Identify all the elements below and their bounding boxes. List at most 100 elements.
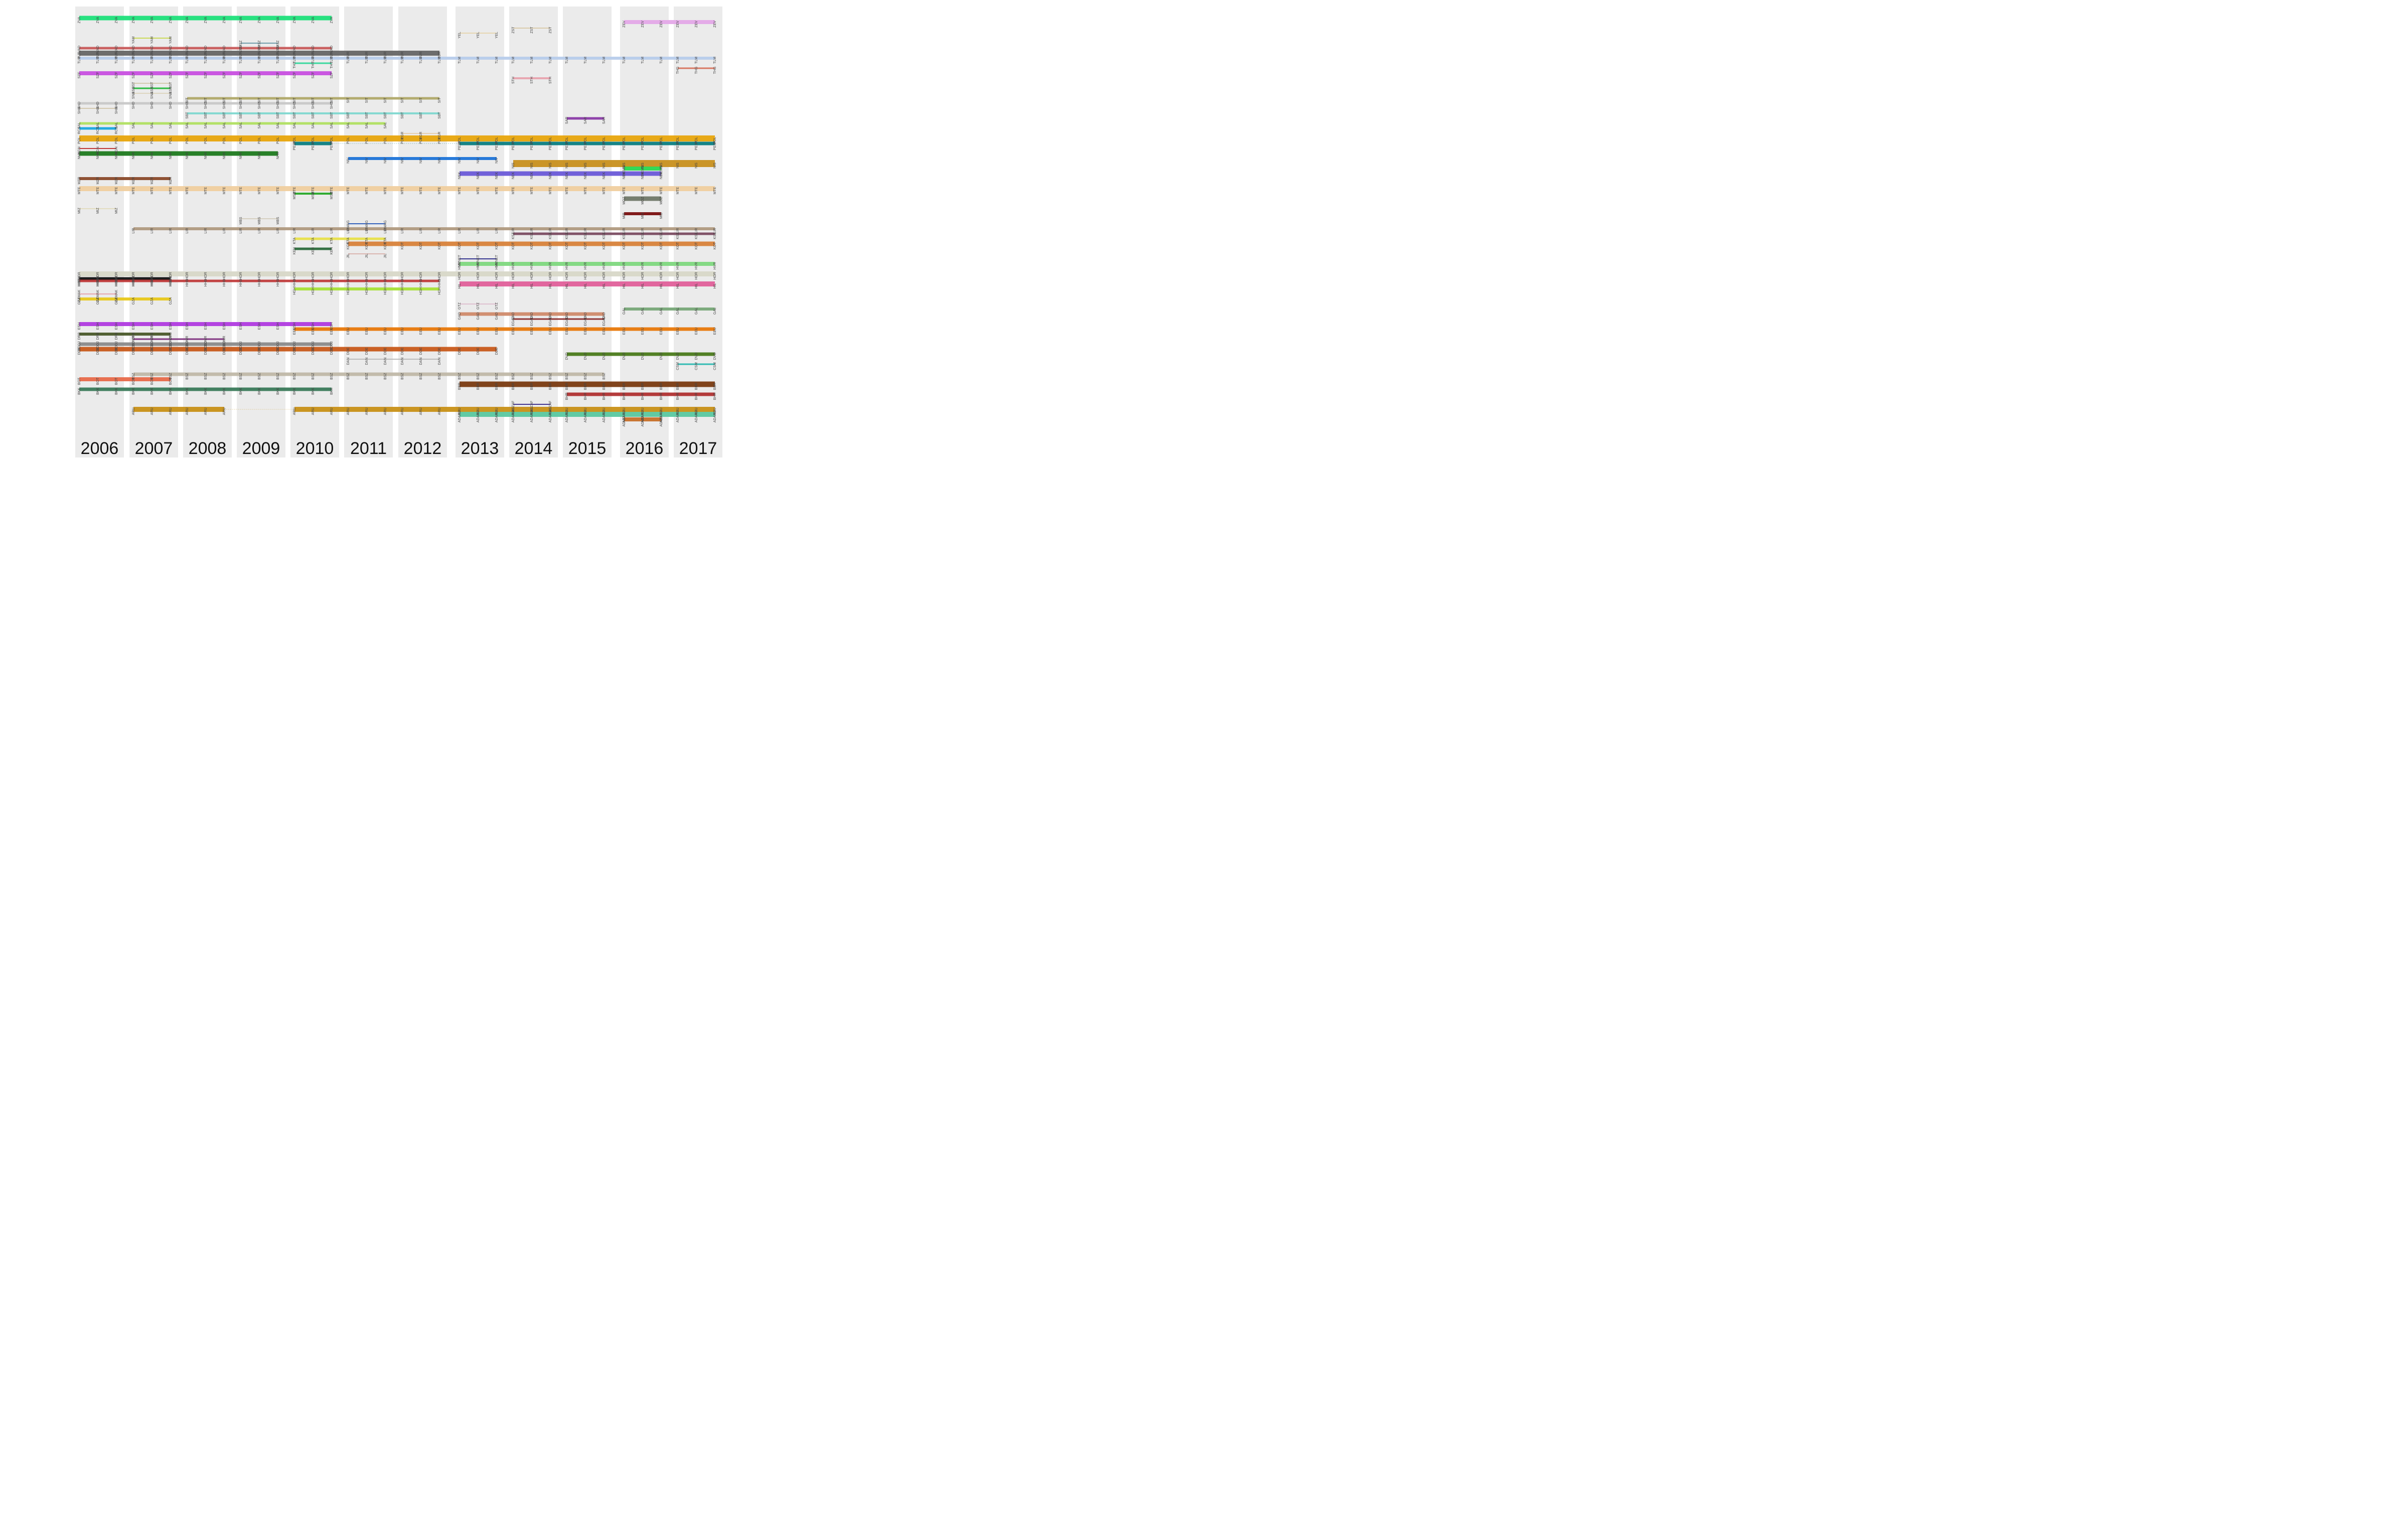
series-label-gal: GAL [713, 308, 717, 315]
series-label-aru: ARU [312, 408, 315, 415]
year-label-2012: 2012 [404, 439, 442, 458]
series-label-pesp: PESP [641, 140, 645, 150]
series-label-kta: KTA [384, 237, 387, 244]
series-label-sbt: SBT [419, 111, 423, 118]
series-label-sit: SIT [347, 97, 350, 103]
series-label-bsz: BSZ [239, 372, 243, 379]
series-label-hor: HOR [115, 272, 118, 280]
series-label-nhk: NHK [150, 151, 154, 159]
series-label-mte: MTE [584, 187, 587, 194]
series-label-shd: SHD [330, 102, 334, 109]
series-label-adaru: ADARU [660, 410, 663, 423]
series-label-gal: GAL [641, 308, 645, 315]
series-label-kta: KTA [312, 237, 315, 244]
series-label-gzmak: GZMAK [96, 289, 100, 302]
series-label-yel: YEL [477, 32, 480, 38]
series-label-pol: POL [150, 137, 154, 144]
series-label-mte: MTE [565, 187, 569, 194]
series-label-lir: LIR [584, 228, 587, 234]
series-label-eeu: EEU [713, 328, 717, 335]
year-label-2013: 2013 [461, 439, 499, 458]
series-label-tlm: TLM [384, 57, 387, 64]
series-label-bsz: BSZ [204, 372, 208, 379]
series-label-sth: STH [530, 77, 534, 84]
series-label-dvd: DVD [676, 353, 680, 360]
series-label-nis: NIS [713, 163, 717, 169]
series-label-niv: NIV [477, 158, 480, 164]
series-label-niv: NIV [495, 158, 499, 164]
series-label-tlm: TLM [312, 57, 315, 64]
series-label-szf: SZF [330, 72, 334, 78]
series-label-pol: POL [660, 137, 663, 144]
series-label-lir: LIR [713, 228, 717, 234]
series-label-szf: SZF [169, 72, 173, 78]
series-label-tvad: TVAD [132, 46, 135, 55]
year-labels: 2006 2007 2008 2009 2010 2011 2012 2013 2014 2015… [81, 439, 717, 458]
series-label-lir: LIR [530, 228, 534, 234]
series-label-bsz: BSZ [312, 372, 315, 379]
series-label-niv: NIV [438, 158, 441, 164]
series-label-kot: KOT [512, 242, 515, 249]
series-label-bsz: BSZ [276, 372, 280, 379]
series-label-sth: STH [512, 77, 515, 84]
series-label-aru: ARU [330, 408, 334, 415]
series-label-hhb: HHB [293, 279, 296, 286]
series-label-pol: POL [623, 137, 626, 144]
series-label-kot: KOT [676, 242, 680, 249]
series-label-sal: SAL [115, 122, 118, 128]
series-label-esh: ESH [132, 323, 135, 330]
series-label-limag: LIMAG [347, 220, 350, 231]
series-label-sal: SAL [239, 122, 243, 128]
series-label-bhr: BHR [660, 393, 663, 400]
series-label-mte: MTE [641, 187, 645, 194]
series-label-gad: GAD [477, 312, 480, 320]
series-label-egad: EGAD [530, 316, 534, 326]
series-label-mte: MTE [150, 187, 154, 194]
series-label-sit: SIT [365, 97, 369, 103]
series-label-dde: DDE [458, 347, 462, 355]
series-label-limag: LIMAG [384, 220, 387, 231]
series-label-szf: SZF [223, 72, 226, 78]
series-label-hvr: HVR [603, 262, 606, 270]
series-label-aru: ARU [695, 408, 698, 415]
series-label-hil: HIL [565, 283, 569, 288]
series-label-hil: HIL [495, 283, 499, 288]
series-label-tur: TUR [293, 52, 296, 59]
series-label-bkk: BKK [276, 388, 280, 395]
series-label-hhb: HHB [150, 279, 154, 286]
series-label-sbt: SBT [239, 111, 243, 118]
series-label-niv: NIV [384, 158, 387, 164]
series-label-tvad: TVAD [276, 46, 280, 55]
series-label-hor: HOR [565, 272, 569, 280]
series-label-pol: POL [384, 137, 387, 144]
series-label-bsz: BSZ [495, 372, 499, 379]
series-label-jil: JIL [384, 253, 387, 258]
series-label-eeu: EEU [293, 328, 296, 335]
series-label-lir: LIR [276, 228, 280, 234]
series-label-dde: DDE [115, 347, 118, 355]
series-label-sal: SAL [223, 122, 226, 128]
series-label-aru: ARU [549, 408, 552, 415]
series-label-limag: LIMAG [365, 220, 369, 231]
series-label-esh: ESH [258, 323, 261, 330]
series-label-nhk: NHK [276, 151, 280, 159]
series-label-hgh: HGH [330, 287, 334, 295]
series-label-mzr: MZR [169, 177, 173, 184]
series-label-pol: POL [419, 137, 423, 144]
series-label-dde: DDE [223, 347, 226, 355]
series-label-nhk: NHK [239, 151, 243, 159]
series-label-tvad: TVAD [258, 46, 261, 55]
year-label-2014: 2014 [515, 439, 553, 458]
year-label-2007: 2007 [135, 439, 173, 458]
series-label-pol: POL [549, 137, 552, 144]
year-label-2015: 2015 [568, 439, 607, 458]
series-label-bhr: BHR [713, 393, 717, 400]
series-label-bsz: BSZ [223, 372, 226, 379]
series-label-zev: ZEV [676, 21, 680, 28]
series-label-shd: SHD [150, 102, 154, 109]
series-label-yam: YAM [132, 37, 135, 44]
series-label-bsz: BSZ [293, 372, 296, 379]
series-label-drb: DRB [96, 332, 100, 340]
series-label-pol: POL [258, 137, 261, 144]
series-label-bot: BOT [132, 377, 135, 385]
